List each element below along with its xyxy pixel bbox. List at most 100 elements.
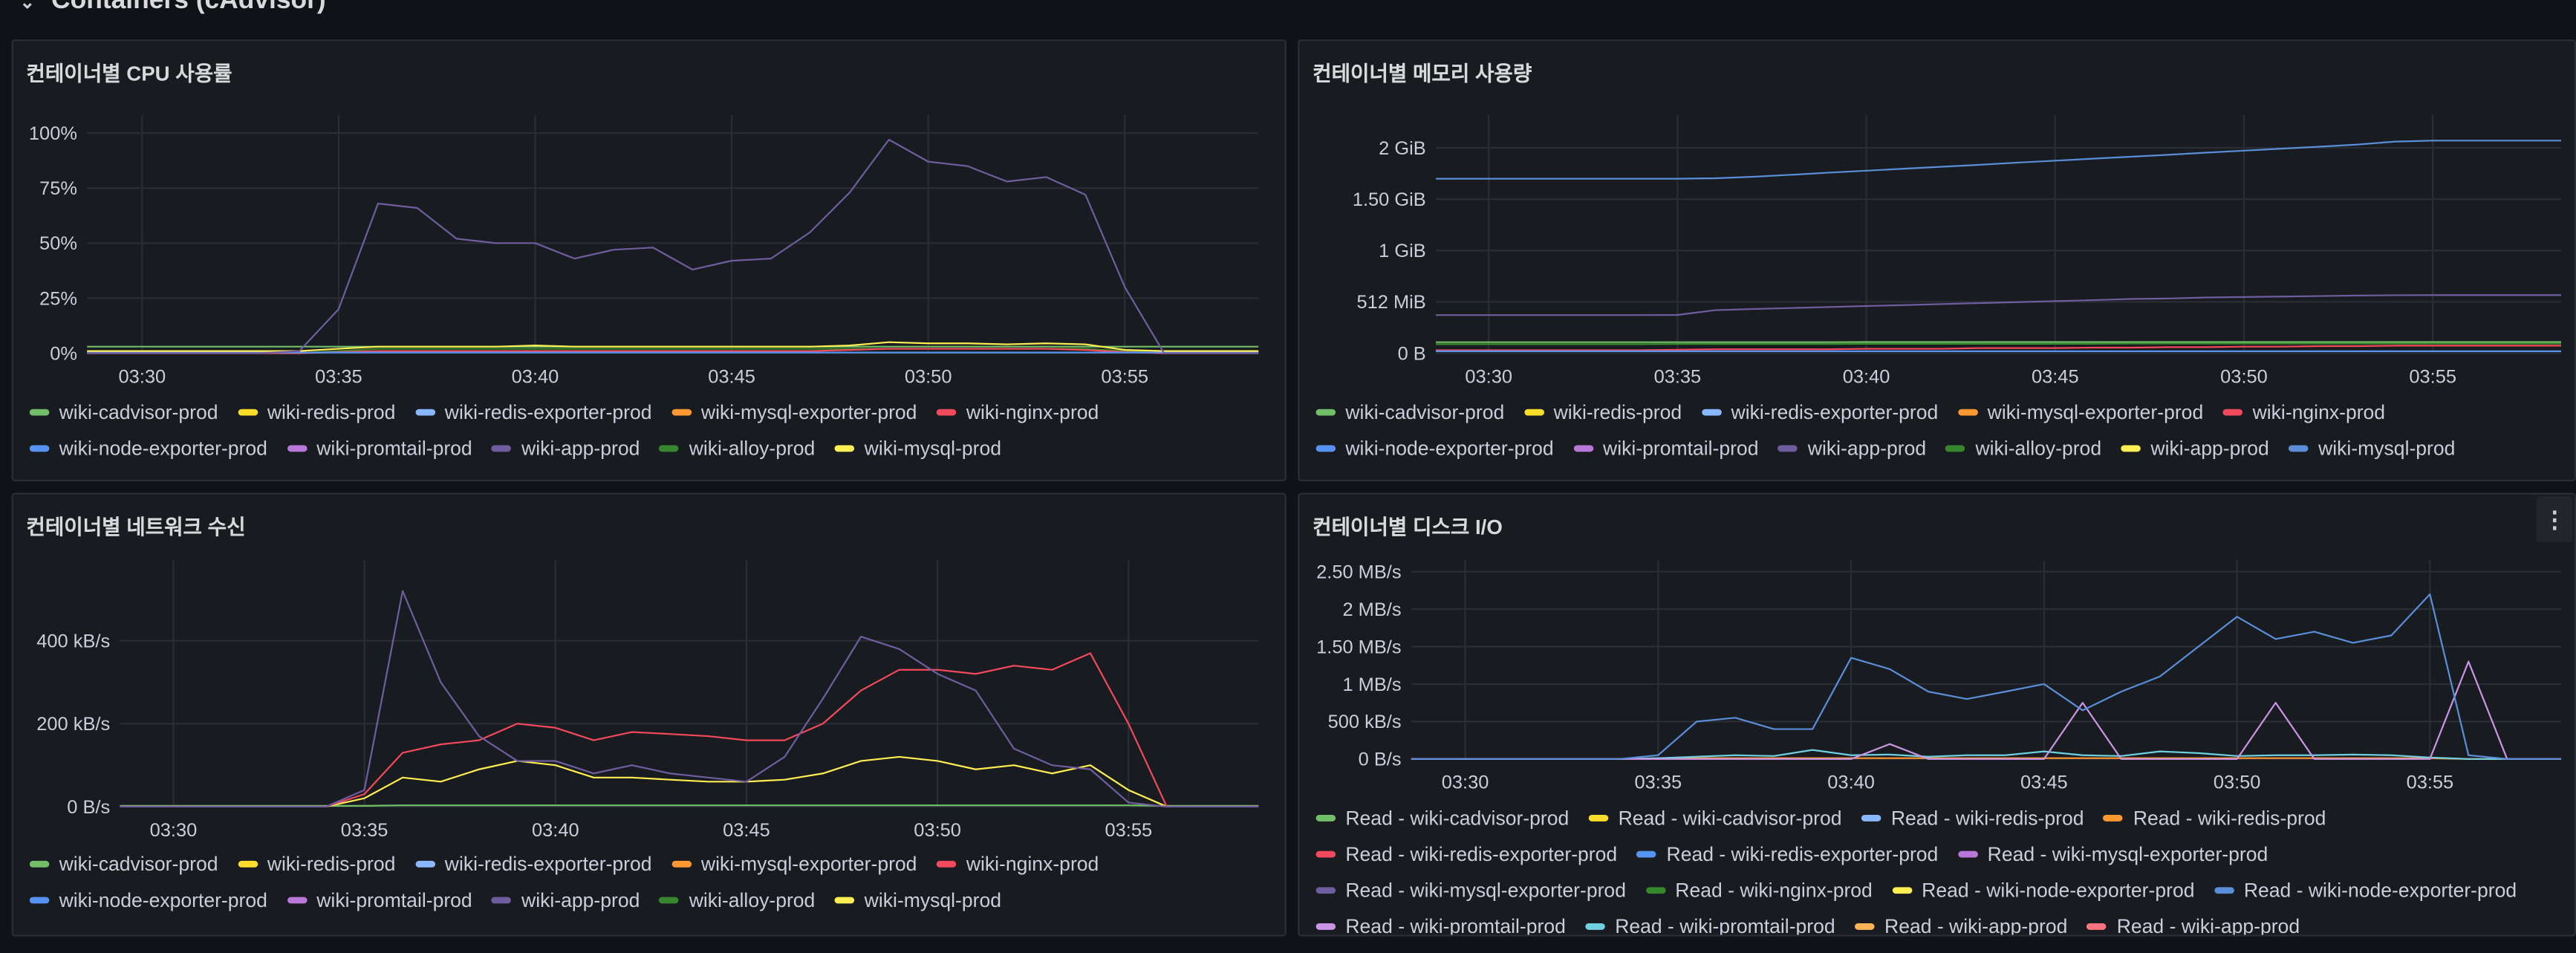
legend-item[interactable]: Read - wiki-cadvisor-prod xyxy=(1316,807,1570,830)
legend-item[interactable]: wiki-nginx-prod xyxy=(937,401,1099,424)
legend-label: Read - wiki-app-prod xyxy=(2117,915,2300,937)
series-line-read-wiki-node-exporter-prod[interactable] xyxy=(1411,594,2561,759)
x-tick-label: 03:45 xyxy=(2020,773,2068,793)
legend-color-swatch xyxy=(1589,815,1609,822)
legend-item[interactable]: Read - wiki-node-exporter-prod xyxy=(2214,879,2517,902)
legend-item[interactable]: wiki-redis-exporter-prod xyxy=(1702,401,1939,424)
legend-label: wiki-redis-prod xyxy=(267,401,396,424)
legend-label: Read - wiki-node-exporter-prod xyxy=(2244,879,2517,902)
legend-item[interactable]: wiki-promtail-prod xyxy=(287,889,472,912)
legend-item[interactable]: Read - wiki-redis-exporter-prod xyxy=(1637,843,1939,866)
legend-label: wiki-promtail-prod xyxy=(316,437,472,460)
legend-item[interactable]: wiki-mysql-prod xyxy=(835,437,1001,460)
legend-item[interactable]: wiki-node-exporter-prod xyxy=(30,889,267,912)
legend-item[interactable]: wiki-mysql-exporter-prod xyxy=(1958,401,2203,424)
legend-item[interactable]: Read - wiki-mysql-exporter-prod xyxy=(1316,879,1626,902)
series-line-wiki-mysql-prod[interactable] xyxy=(1436,140,2561,178)
legend-label: wiki-promtail-prod xyxy=(316,889,472,912)
series-line-wiki-alloy-prod[interactable] xyxy=(1436,343,2561,344)
y-tick-label: 25% xyxy=(39,288,77,309)
legend-item[interactable]: wiki-mysql-exporter-prod xyxy=(671,853,917,876)
legend-item[interactable]: wiki-promtail-prod xyxy=(1573,437,1758,460)
legend-item[interactable]: wiki-cadvisor-prod xyxy=(30,853,218,876)
legend-label: wiki-nginx-prod xyxy=(966,401,1099,424)
legend-item[interactable]: wiki-node-exporter-prod xyxy=(30,437,267,460)
series-line-wiki-app-prod[interactable] xyxy=(87,140,1258,354)
legend-item[interactable]: wiki-mysql-prod xyxy=(835,889,1001,912)
legend-color-swatch xyxy=(1316,923,1336,930)
legend-label: wiki-mysql-exporter-prod xyxy=(701,853,917,876)
x-tick-label: 03:45 xyxy=(723,820,770,841)
series-line-wiki-mysql-prod[interactable] xyxy=(120,757,1258,807)
legend-color-swatch xyxy=(238,861,258,868)
legend-item[interactable]: wiki-redis-prod xyxy=(238,853,395,876)
legend-item[interactable]: wiki-node-exporter-prod xyxy=(1316,437,1554,460)
legend-item[interactable]: wiki-nginx-prod xyxy=(937,853,1099,876)
y-tick-label: 0% xyxy=(50,343,77,364)
legend-label: wiki-mysql-prod xyxy=(2318,437,2455,460)
legend-label: Read - wiki-cadvisor-prod xyxy=(1619,807,1842,830)
legend-item[interactable]: wiki-app-prod xyxy=(492,889,640,912)
legend-item[interactable]: wiki-redis-prod xyxy=(238,401,395,424)
x-tick-label: 03:40 xyxy=(1827,773,1875,793)
legend-item[interactable]: wiki-alloy-prod xyxy=(660,889,815,912)
legend-item[interactable]: wiki-promtail-prod xyxy=(287,437,472,460)
legend-color-swatch xyxy=(30,445,50,452)
legend-color-swatch xyxy=(835,897,855,904)
legend-item[interactable]: wiki-app-prod xyxy=(492,437,640,460)
x-tick-label: 03:40 xyxy=(512,366,559,387)
legend-item[interactable]: wiki-nginx-prod xyxy=(2223,401,2385,424)
legend-color-swatch xyxy=(1892,887,1912,894)
legend-item[interactable]: Read - wiki-promtail-prod xyxy=(1316,915,1566,937)
legend-item[interactable]: wiki-alloy-prod xyxy=(1946,437,2101,460)
legend-item[interactable]: Read - wiki-redis-prod xyxy=(2104,807,2326,830)
series-line-wiki-app-prod[interactable] xyxy=(1436,295,2561,315)
x-tick-label: 03:50 xyxy=(905,366,952,387)
legend-item[interactable]: Read - wiki-redis-exporter-prod xyxy=(1316,843,1618,866)
legend-item[interactable]: wiki-app-prod xyxy=(1778,437,1926,460)
legend-item[interactable]: wiki-mysql-exporter-prod xyxy=(671,401,917,424)
legend-item[interactable]: wiki-redis-exporter-prod xyxy=(415,401,652,424)
legend-item[interactable]: wiki-cadvisor-prod xyxy=(30,401,218,424)
legend-item[interactable]: wiki-cadvisor-prod xyxy=(1316,401,1505,424)
legend-label: wiki-redis-exporter-prod xyxy=(445,401,652,424)
series-line-wiki-app-prod[interactable] xyxy=(120,591,1258,807)
legend-item[interactable]: Read - wiki-promtail-prod xyxy=(1585,915,1835,937)
legend-item[interactable]: wiki-redis-exporter-prod xyxy=(415,853,652,876)
legend-color-swatch xyxy=(1861,815,1881,822)
series-line-wiki-nginx-prod[interactable] xyxy=(120,653,1258,807)
legend-item[interactable]: Read - wiki-node-exporter-prod xyxy=(1892,879,2194,902)
legend-item[interactable]: wiki-app-prod xyxy=(2121,437,2269,460)
legend-label: wiki-node-exporter-prod xyxy=(59,437,267,460)
row-header-containers[interactable]: ⌄ Containers (cAdvisor) xyxy=(20,0,326,18)
row-title: Containers (cAdvisor) xyxy=(51,0,326,16)
series-line-wiki-cadvisor-prod[interactable] xyxy=(120,805,1258,806)
legend-label: wiki-app-prod xyxy=(521,889,640,912)
chevron-down-icon[interactable]: ⌄ xyxy=(20,0,35,13)
y-tick-label: 200 kB/s xyxy=(36,714,110,735)
legend-label: wiki-nginx-prod xyxy=(2253,401,2385,424)
series-line-wiki-nginx-prod[interactable] xyxy=(1436,345,2561,350)
legend-item[interactable]: wiki-redis-prod xyxy=(1524,401,1682,424)
legend-label: Read - wiki-nginx-prod xyxy=(1675,879,1873,902)
legend-item[interactable]: Read - wiki-app-prod xyxy=(1855,915,2067,937)
x-tick-label: 03:35 xyxy=(1654,366,1702,387)
series-line-read-wiki-promtail-prod[interactable] xyxy=(1411,662,2561,759)
y-tick-label: 100% xyxy=(29,123,77,144)
legend-item[interactable]: Read - wiki-app-prod xyxy=(2087,915,2300,937)
legend-item[interactable]: Read - wiki-nginx-prod xyxy=(1646,879,1873,902)
y-tick-label: 0 B/s xyxy=(67,797,110,818)
legend-label: wiki-node-exporter-prod xyxy=(59,889,267,912)
legend-item[interactable]: Read - wiki-redis-prod xyxy=(1861,807,2084,830)
legend-item[interactable]: wiki-mysql-prod xyxy=(2289,437,2455,460)
legend-item[interactable]: wiki-alloy-prod xyxy=(660,437,815,460)
x-tick-label: 03:55 xyxy=(1105,820,1152,841)
legend-item[interactable]: Read - wiki-mysql-exporter-prod xyxy=(1958,843,2268,866)
legend-item[interactable]: Read - wiki-cadvisor-prod xyxy=(1589,807,1842,830)
legend-color-swatch xyxy=(287,445,307,452)
